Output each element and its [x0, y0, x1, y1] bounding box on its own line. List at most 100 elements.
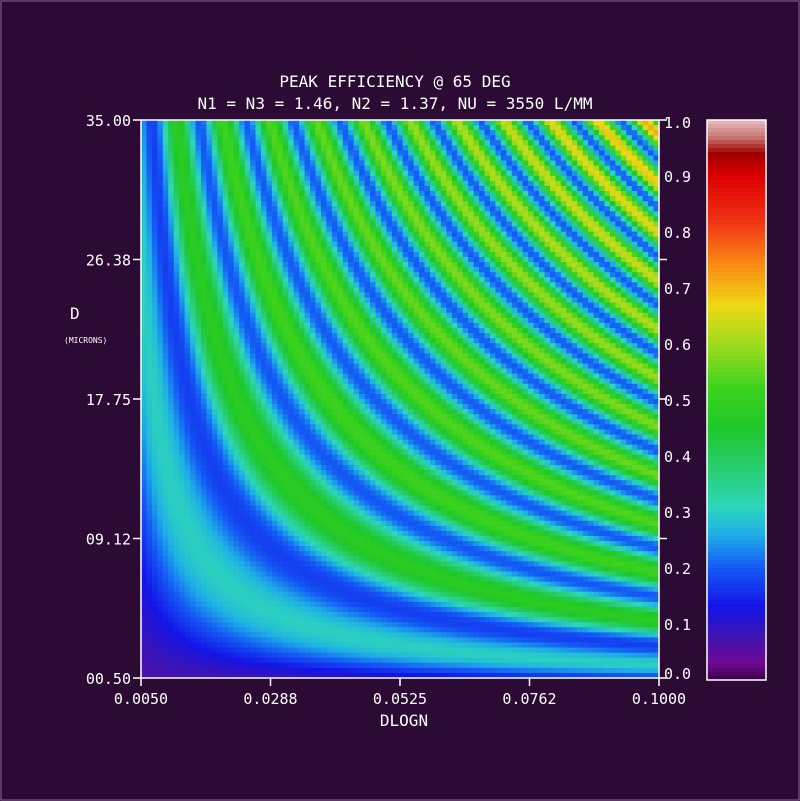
- heatmap-cell: [141, 272, 148, 278]
- heatmap-cell: [648, 251, 655, 258]
- heatmap-cell: [517, 256, 524, 263]
- heatmap-cell: [440, 150, 447, 157]
- heatmap-cell: [571, 226, 578, 233]
- heatmap-cell: [457, 262, 464, 268]
- heatmap-cell: [648, 373, 655, 380]
- heatmap-cell: [239, 373, 246, 380]
- heatmap-cell: [211, 327, 218, 334]
- heatmap-cell: [539, 226, 546, 233]
- heatmap-cell: [593, 302, 600, 309]
- heatmap-cell: [642, 120, 649, 126]
- heatmap-cell: [555, 358, 562, 365]
- heatmap-cell: [233, 185, 240, 192]
- heatmap-cell: [320, 140, 327, 146]
- heatmap-cell: [217, 155, 224, 162]
- heatmap-cell: [648, 201, 655, 207]
- heatmap-cell: [451, 216, 458, 223]
- heatmap-cell: [277, 155, 284, 162]
- heatmap-cell: [239, 231, 246, 238]
- heatmap-cell: [299, 327, 306, 334]
- heatmap-cell: [370, 120, 377, 126]
- heatmap-cell: [326, 120, 333, 126]
- heatmap-cell: [397, 241, 404, 248]
- heatmap-cell: [370, 135, 377, 141]
- heatmap-cell: [386, 180, 393, 187]
- heatmap-cell: [446, 368, 453, 375]
- heatmap-cell: [151, 277, 158, 283]
- heatmap-cell: [549, 358, 556, 365]
- heatmap-cell: [151, 363, 158, 370]
- heatmap-cell: [211, 180, 218, 187]
- heatmap-cell: [435, 277, 442, 283]
- heatmap-cell: [402, 180, 409, 187]
- heatmap-cell: [353, 175, 360, 182]
- heatmap-cell: [495, 363, 502, 370]
- heatmap-cell: [304, 373, 311, 380]
- heatmap-cell: [255, 170, 262, 177]
- heatmap-cell: [299, 272, 306, 278]
- heatmap-cell: [626, 368, 633, 375]
- heatmap-cell: [506, 185, 513, 192]
- heatmap-cell: [342, 282, 349, 288]
- heatmap-cell: [271, 333, 278, 339]
- heatmap-cell: [517, 353, 524, 360]
- heatmap-cell: [293, 221, 300, 228]
- heatmap-cell: [451, 272, 458, 278]
- heatmap-cell: [429, 297, 437, 304]
- heatmap-cell: [533, 191, 540, 197]
- heatmap-cell: [260, 373, 268, 380]
- heatmap-cell: [468, 256, 475, 263]
- heatmap-cell: [511, 317, 518, 324]
- heatmap-cell: [517, 272, 524, 278]
- heatmap-cell: [473, 251, 480, 258]
- heatmap-cell: [462, 175, 469, 182]
- heatmap-cell: [479, 327, 486, 334]
- heatmap-cell: [282, 277, 289, 283]
- heatmap-cell: [544, 160, 551, 167]
- heatmap-cell: [359, 353, 366, 360]
- heatmap-cell: [288, 170, 295, 177]
- heatmap-cell: [560, 236, 567, 243]
- heatmap-cell: [288, 312, 295, 319]
- heatmap-cell: [206, 211, 213, 217]
- heatmap-cell: [266, 191, 273, 197]
- heatmap-cell: [310, 383, 317, 390]
- heatmap-cell: [479, 155, 486, 162]
- heatmap-cell: [266, 368, 273, 375]
- heatmap-cell: [457, 322, 464, 329]
- heatmap-cell: [375, 312, 382, 319]
- heatmap-cell: [244, 256, 251, 263]
- heatmap-cell: [359, 216, 366, 223]
- heatmap-cell: [500, 180, 507, 187]
- heatmap-cell: [375, 267, 382, 273]
- heatmap-cell: [217, 120, 224, 126]
- heatmap-cell: [440, 302, 447, 309]
- heatmap-cell: [484, 150, 491, 157]
- heatmap-cell: [637, 343, 644, 349]
- heatmap-cell: [364, 130, 371, 136]
- heatmap-cell: [560, 292, 567, 299]
- heatmap-cell: [626, 292, 633, 299]
- heatmap-cell: [206, 277, 213, 283]
- heatmap-cell: [424, 216, 431, 223]
- heatmap-cell: [255, 282, 262, 288]
- heatmap-cell: [555, 353, 562, 360]
- heatmap-cell: [440, 196, 447, 202]
- heatmap-cell: [173, 175, 180, 182]
- heatmap-cell: [391, 221, 398, 228]
- heatmap-cell: [190, 256, 197, 263]
- heatmap-cell: [637, 221, 644, 228]
- heatmap-cell: [479, 338, 486, 344]
- heatmap-cell: [620, 282, 627, 288]
- heatmap-cell: [419, 150, 426, 157]
- heatmap-cell: [173, 170, 180, 177]
- heatmap-cell: [293, 363, 300, 370]
- heatmap-cell: [364, 272, 371, 278]
- heatmap-cell: [293, 165, 300, 172]
- heatmap-cell: [397, 155, 404, 162]
- heatmap-cell: [364, 241, 371, 248]
- heatmap-cell: [571, 373, 578, 380]
- heatmap-cell: [402, 140, 409, 146]
- heatmap-cell: [331, 130, 338, 136]
- heatmap-cell: [320, 327, 327, 334]
